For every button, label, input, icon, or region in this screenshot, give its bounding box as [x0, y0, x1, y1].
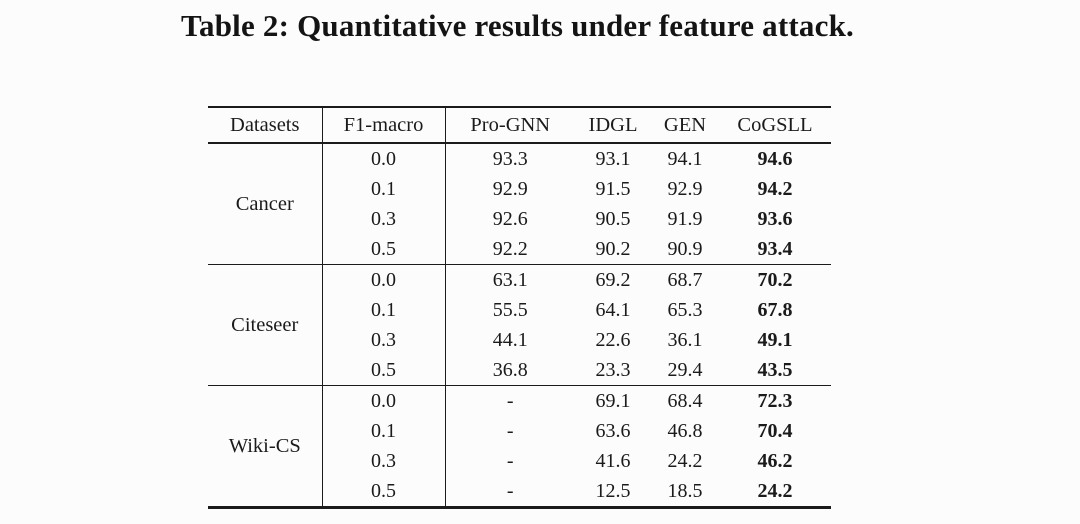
- value-cell: 18.5: [667, 479, 703, 502]
- value-cell: 92.2: [492, 237, 528, 260]
- f1-ratio-cell: 0.0: [322, 143, 446, 174]
- value-cell-best: 70.2: [757, 268, 793, 291]
- table-row: 0.3 - 41.6 24.2 46.2: [208, 446, 831, 476]
- value-cell: 23.3: [595, 358, 631, 381]
- value-cell: 90.9: [667, 237, 703, 260]
- f1-ratio-cell: 0.0: [322, 385, 446, 416]
- f1-ratio-cell: 0.0: [322, 264, 446, 295]
- value-cell: -: [506, 449, 514, 472]
- table-caption: Table 2: Quantitative results under feat…: [181, 8, 854, 43]
- value-cell-best: 70.4: [757, 419, 793, 442]
- value-cell-best: 67.8: [757, 298, 793, 321]
- column-header-datasets: Datasets: [208, 107, 323, 143]
- table-row: 0.1 55.5 64.1 65.3 67.8: [208, 295, 831, 325]
- value-cell-best: 93.4: [757, 237, 793, 260]
- f1-ratio-cell: 0.5: [322, 234, 446, 265]
- value-cell: 29.4: [667, 358, 703, 381]
- value-cell: 63.6: [595, 419, 631, 442]
- table-row: 0.5 36.8 23.3 29.4 43.5: [208, 355, 831, 386]
- column-header-pro-gnn: Pro-GNN: [470, 113, 551, 136]
- value-cell: 93.1: [595, 147, 631, 170]
- f1-ratio-cell: 0.1: [322, 416, 446, 446]
- table-row: 0.5 - 12.5 18.5 24.2: [208, 476, 831, 508]
- value-cell: 92.6: [492, 207, 528, 230]
- f1-ratio-cell: 0.5: [322, 355, 446, 386]
- value-cell: 69.1: [595, 389, 631, 412]
- value-cell-best: 94.2: [757, 177, 793, 200]
- value-cell: 69.2: [595, 268, 631, 291]
- value-cell: 91.5: [595, 177, 631, 200]
- value-cell: 22.6: [595, 328, 631, 351]
- f1-ratio-cell: 0.1: [322, 295, 446, 325]
- value-cell-best: 94.6: [757, 147, 793, 170]
- table-header: Datasets F1-macro Pro-GNN IDGL GEN CoGSL…: [208, 107, 831, 143]
- table-row: Cancer 0.0 93.3 93.1 94.1 94.6: [208, 143, 831, 265]
- value-cell-best: 43.5: [757, 358, 793, 381]
- f1-ratio-cell: 0.1: [322, 174, 446, 204]
- value-cell: 36.1: [667, 328, 703, 351]
- value-cell: 94.1: [667, 147, 703, 170]
- results-table: Datasets F1-macro Pro-GNN IDGL GEN CoGSL…: [208, 106, 831, 509]
- table-row: 0.1 - 63.6 46.8 70.4: [208, 416, 831, 446]
- column-header-f1-macro: F1-macro: [322, 107, 446, 143]
- dataset-label: Cancer: [208, 143, 323, 265]
- f1-ratio-cell: 0.3: [322, 325, 446, 355]
- group-wiki-cs: Wiki-CS 0.0 - 69.1 68.4 72.3 0.1 - 63.6 …: [208, 385, 831, 508]
- f1-ratio-cell: 0.5: [322, 476, 446, 508]
- value-cell: 90.5: [595, 207, 631, 230]
- value-cell: -: [506, 389, 514, 412]
- header-row: Datasets F1-macro Pro-GNN IDGL GEN CoGSL…: [208, 107, 831, 143]
- value-cell: 24.2: [667, 449, 703, 472]
- value-cell: 36.8: [492, 358, 528, 381]
- table-row: 0.5 92.2 90.2 90.9 93.4: [208, 234, 831, 265]
- value-cell-best: 93.6: [757, 207, 793, 230]
- value-cell-best: 72.3: [757, 389, 793, 412]
- value-cell: -: [506, 419, 514, 442]
- table-row: 0.3 44.1 22.6 36.1 49.1: [208, 325, 831, 355]
- value-cell: 91.9: [667, 207, 703, 230]
- value-cell-best: 24.2: [757, 479, 793, 502]
- group-cancer: Cancer 0.0 93.3 93.1 94.1 94.6 0.1 92.9 …: [208, 143, 831, 265]
- f1-ratio-cell: 0.3: [322, 446, 446, 476]
- column-header-idgl: IDGL: [588, 113, 638, 136]
- dataset-label: Wiki-CS: [208, 385, 323, 508]
- column-header-cogsll: CoGSLL: [737, 113, 813, 136]
- value-cell: 12.5: [595, 479, 631, 502]
- dataset-label: Citeseer: [208, 264, 323, 386]
- table-row: Citeseer 0.0 63.1 69.2 68.7 70.2: [208, 264, 831, 386]
- value-cell: 46.8: [667, 419, 703, 442]
- value-cell: 92.9: [492, 177, 528, 200]
- table-row: Wiki-CS 0.0 - 69.1 68.4 72.3: [208, 385, 831, 508]
- value-cell: 63.1: [492, 268, 528, 291]
- value-cell: 65.3: [667, 298, 703, 321]
- value-cell: 68.7: [667, 268, 703, 291]
- value-cell: 64.1: [595, 298, 631, 321]
- column-header-gen: GEN: [663, 113, 707, 136]
- value-cell: 90.2: [595, 237, 631, 260]
- value-cell: -: [506, 479, 514, 502]
- value-cell: 68.4: [667, 389, 703, 412]
- value-cell-best: 49.1: [757, 328, 793, 351]
- value-cell: 41.6: [595, 449, 631, 472]
- value-cell-best: 46.2: [757, 449, 793, 472]
- value-cell: 92.9: [667, 177, 703, 200]
- value-cell: 44.1: [492, 328, 528, 351]
- f1-ratio-cell: 0.3: [322, 204, 446, 234]
- table-row: 0.1 92.9 91.5 92.9 94.2: [208, 174, 831, 204]
- value-cell: 55.5: [492, 298, 528, 321]
- value-cell: 93.3: [492, 147, 528, 170]
- group-citeseer: Citeseer 0.0 63.1 69.2 68.7 70.2 0.1 55.…: [208, 264, 831, 386]
- table-row: 0.3 92.6 90.5 91.9 93.6: [208, 204, 831, 234]
